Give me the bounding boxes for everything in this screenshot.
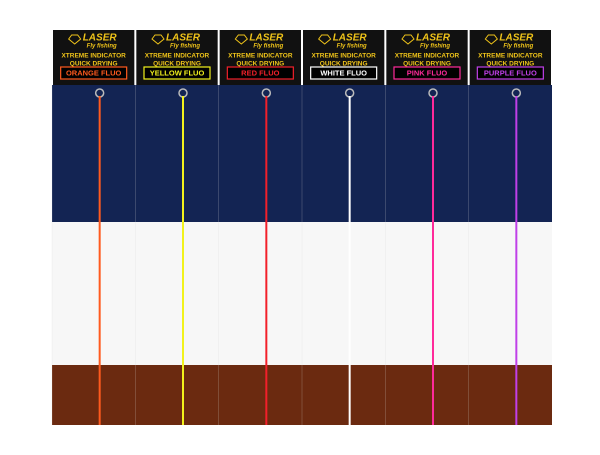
label-box (60, 66, 128, 80)
label-box (393, 66, 461, 80)
brand-logo (401, 34, 415, 45)
brand: LASER (83, 33, 118, 44)
navy-band (52, 85, 552, 222)
color-label: RED FLUO (241, 68, 279, 77)
brand-logo (484, 34, 499, 45)
label-box (143, 66, 211, 80)
color-label: WHITE FLUO (320, 68, 367, 77)
brand: LASER (416, 33, 451, 44)
brand: LASER (249, 33, 284, 44)
brand-logo (151, 34, 165, 45)
brand: LASER (499, 33, 534, 44)
color-label: ORANGE FLUO (66, 68, 122, 77)
line2: QUICK DRYING (70, 61, 118, 68)
white-band (52, 222, 552, 365)
line1: XTREME INDICATOR (145, 53, 210, 60)
line1: XTREME INDICATOR (228, 53, 293, 60)
label-box (476, 66, 544, 80)
label-box (226, 66, 294, 80)
brown-band (52, 365, 552, 425)
line2: QUICK DRYING (486, 61, 534, 68)
color-label: PINK FLUO (407, 68, 448, 77)
subtitle: Fly fishing (420, 44, 450, 50)
subtitle: Fly fishing (503, 44, 533, 50)
subtitle: Fly fishing (87, 44, 117, 50)
brand-logo (67, 34, 82, 45)
subtitle: Fly fishing (253, 44, 283, 50)
subtitle: Fly fishing (170, 44, 200, 50)
brand: LASER (166, 33, 201, 44)
brand-logo (234, 34, 249, 45)
brand-logo (317, 34, 332, 45)
subtitle: Fly fishing (337, 44, 367, 50)
line1: XTREME INDICATOR (61, 53, 126, 60)
label-box (310, 66, 378, 80)
line2: QUICK DRYING (403, 61, 451, 68)
line1: XTREME INDICATOR (311, 53, 376, 60)
brand: LASER (333, 33, 368, 44)
line1: XTREME INDICATOR (395, 53, 460, 60)
color-label: YELLOW FLUO (150, 68, 205, 77)
line2: QUICK DRYING (236, 61, 284, 68)
line2: QUICK DRYING (153, 61, 201, 68)
color-label: PURPLE FLUO (484, 68, 537, 77)
line2: QUICK DRYING (320, 61, 368, 68)
line1: XTREME INDICATOR (478, 53, 543, 60)
